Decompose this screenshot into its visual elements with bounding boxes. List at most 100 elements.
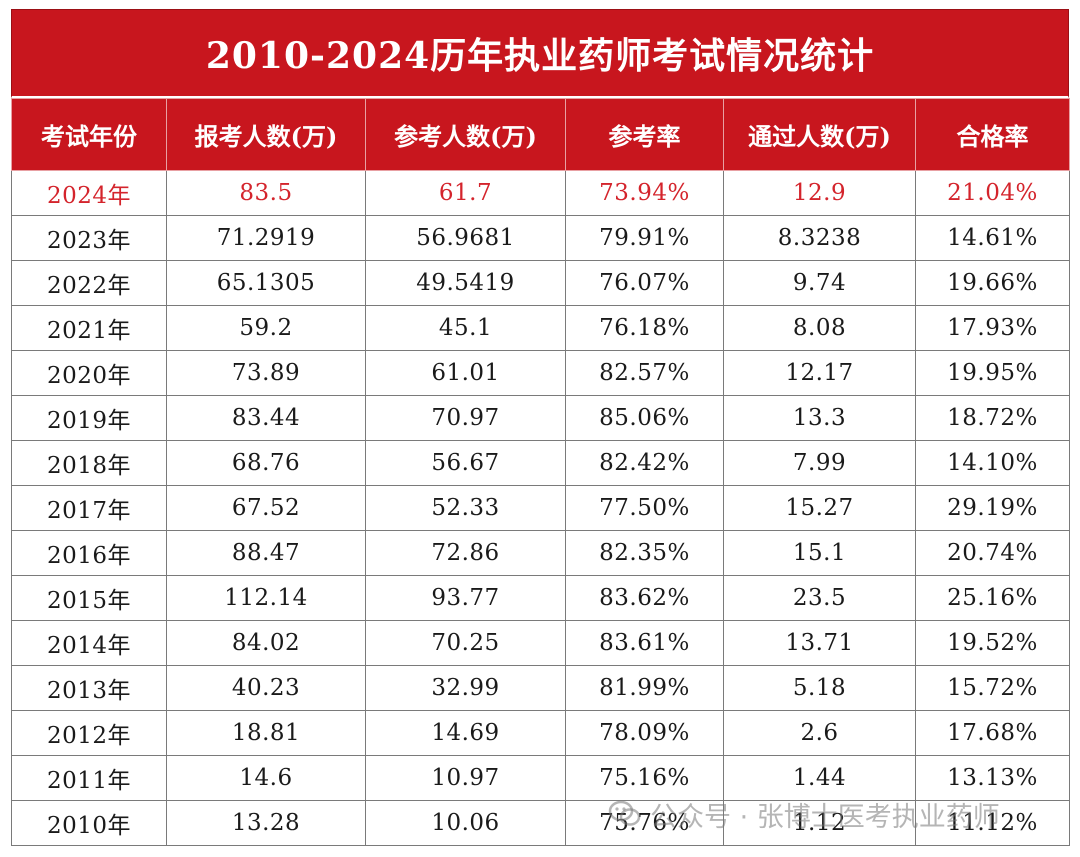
cell-passed: 8.08 <box>723 305 916 351</box>
cell-attended: 56.9681 <box>365 215 566 261</box>
table-row: 2018年 68.76 56.67 82.42% 7.99 14.10% <box>11 440 1070 486</box>
cell-pass-rate: 17.68% <box>915 710 1070 756</box>
cell-year: 2016年 <box>11 530 167 576</box>
cell-registered: 14.6 <box>166 755 366 801</box>
table-row: 2024年 83.5 61.7 73.94% 12.9 21.04% <box>11 170 1070 216</box>
cell-year: 2022年 <box>11 260 167 306</box>
cell-registered: 68.76 <box>166 440 366 486</box>
stats-table-container: 2010-2024历年执业药师考试情况统计 考试年份 报考人数(万) 参考人数(… <box>11 9 1070 846</box>
table-row: 2021年 59.2 45.1 76.18% 8.08 17.93% <box>11 305 1070 351</box>
cell-attended: 14.69 <box>365 710 566 756</box>
cell-attend-rate: 85.06% <box>565 395 724 441</box>
cell-passed: 23.5 <box>723 575 916 621</box>
cell-registered: 13.28 <box>166 800 366 846</box>
cell-attended: 70.25 <box>365 620 566 666</box>
cell-attend-rate: 76.18% <box>565 305 724 351</box>
cell-attend-rate: 77.50% <box>565 485 724 531</box>
cell-passed: 1.44 <box>723 755 916 801</box>
table-row: 2022年 65.1305 49.5419 76.07% 9.74 19.66% <box>11 260 1070 306</box>
cell-pass-rate: 21.04% <box>915 170 1070 216</box>
cell-registered: 40.23 <box>166 665 366 711</box>
table-row: 2023年 71.2919 56.9681 79.91% 8.3238 14.61% <box>11 215 1070 261</box>
cell-passed: 8.3238 <box>723 215 916 261</box>
cell-attend-rate: 79.91% <box>565 215 724 261</box>
cell-attend-rate: 75.76% <box>565 800 724 846</box>
cell-registered: 73.89 <box>166 350 366 396</box>
cell-attended: 32.99 <box>365 665 566 711</box>
cell-attend-rate: 81.99% <box>565 665 724 711</box>
table-row: 2014年 84.02 70.25 83.61% 13.71 19.52% <box>11 620 1070 666</box>
table-body: 2024年 83.5 61.7 73.94% 12.9 21.04% 2023年 71.291… <box>11 170 1070 846</box>
cell-attended: 93.77 <box>365 575 566 621</box>
cell-passed: 2.6 <box>723 710 916 756</box>
header-passed: 通过人数(万) <box>723 98 916 171</box>
header-pass-rate: 合格率 <box>915 98 1070 171</box>
cell-registered: 71.2919 <box>166 215 366 261</box>
table-row: 2016年 88.47 72.86 82.35% 15.1 20.74% <box>11 530 1070 576</box>
table-row: 2020年 73.89 61.01 82.57% 12.17 19.95% <box>11 350 1070 396</box>
cell-registered: 18.81 <box>166 710 366 756</box>
table-row: 2015年 112.14 93.77 83.62% 23.5 25.16% <box>11 575 1070 621</box>
cell-registered: 67.52 <box>166 485 366 531</box>
cell-attended: 61.7 <box>365 170 566 216</box>
cell-year: 2015年 <box>11 575 167 621</box>
cell-attended: 45.1 <box>365 305 566 351</box>
cell-registered: 65.1305 <box>166 260 366 306</box>
cell-passed: 15.27 <box>723 485 916 531</box>
cell-year: 2020年 <box>11 350 167 396</box>
cell-year: 2012年 <box>11 710 167 756</box>
cell-attend-rate: 82.35% <box>565 530 724 576</box>
table-row: 2010年 13.28 10.06 75.76% 1.12 11.12% <box>11 800 1070 846</box>
table-row: 2019年 83.44 70.97 85.06% 13.3 18.72% <box>11 395 1070 441</box>
cell-pass-rate: 18.72% <box>915 395 1070 441</box>
cell-year: 2019年 <box>11 395 167 441</box>
cell-year: 2018年 <box>11 440 167 486</box>
cell-pass-rate: 14.10% <box>915 440 1070 486</box>
cell-attended: 72.86 <box>365 530 566 576</box>
cell-pass-rate: 19.66% <box>915 260 1070 306</box>
header-registered: 报考人数(万) <box>166 98 366 171</box>
cell-attended: 10.97 <box>365 755 566 801</box>
cell-passed: 12.17 <box>723 350 916 396</box>
cell-year: 2010年 <box>11 800 167 846</box>
cell-attended: 49.5419 <box>365 260 566 306</box>
cell-registered: 83.44 <box>166 395 366 441</box>
cell-year: 2023年 <box>11 215 167 261</box>
cell-registered: 59.2 <box>166 305 366 351</box>
exam-stats-table: 考试年份 报考人数(万) 参考人数(万) 参考率 通过人数(万) 合格率 202… <box>11 98 1070 846</box>
cell-year: 2024年 <box>11 170 167 216</box>
cell-pass-rate: 29.19% <box>915 485 1070 531</box>
header-attended: 参考人数(万) <box>365 98 566 171</box>
cell-attended: 10.06 <box>365 800 566 846</box>
cell-registered: 84.02 <box>166 620 366 666</box>
cell-pass-rate: 25.16% <box>915 575 1070 621</box>
cell-pass-rate: 20.74% <box>915 530 1070 576</box>
cell-passed: 12.9 <box>723 170 916 216</box>
cell-attend-rate: 73.94% <box>565 170 724 216</box>
cell-passed: 9.74 <box>723 260 916 306</box>
cell-year: 2021年 <box>11 305 167 351</box>
cell-attend-rate: 76.07% <box>565 260 724 306</box>
cell-passed: 13.71 <box>723 620 916 666</box>
cell-pass-rate: 19.52% <box>915 620 1070 666</box>
cell-attend-rate: 82.57% <box>565 350 724 396</box>
cell-attended: 70.97 <box>365 395 566 441</box>
cell-attend-rate: 78.09% <box>565 710 724 756</box>
cell-pass-rate: 11.12% <box>915 800 1070 846</box>
cell-passed: 13.3 <box>723 395 916 441</box>
header-attend-rate: 参考率 <box>565 98 724 171</box>
cell-passed: 5.18 <box>723 665 916 711</box>
cell-registered: 88.47 <box>166 530 366 576</box>
cell-attend-rate: 82.42% <box>565 440 724 486</box>
table-title: 2010-2024历年执业药师考试情况统计 <box>11 9 1069 98</box>
cell-year: 2013年 <box>11 665 167 711</box>
cell-passed: 15.1 <box>723 530 916 576</box>
cell-attended: 52.33 <box>365 485 566 531</box>
cell-year: 2017年 <box>11 485 167 531</box>
cell-attend-rate: 75.16% <box>565 755 724 801</box>
table-row: 2017年 67.52 52.33 77.50% 15.27 29.19% <box>11 485 1070 531</box>
cell-pass-rate: 14.61% <box>915 215 1070 261</box>
header-row: 考试年份 报考人数(万) 参考人数(万) 参考率 通过人数(万) 合格率 <box>11 98 1070 171</box>
cell-attended: 56.67 <box>365 440 566 486</box>
cell-attended: 61.01 <box>365 350 566 396</box>
